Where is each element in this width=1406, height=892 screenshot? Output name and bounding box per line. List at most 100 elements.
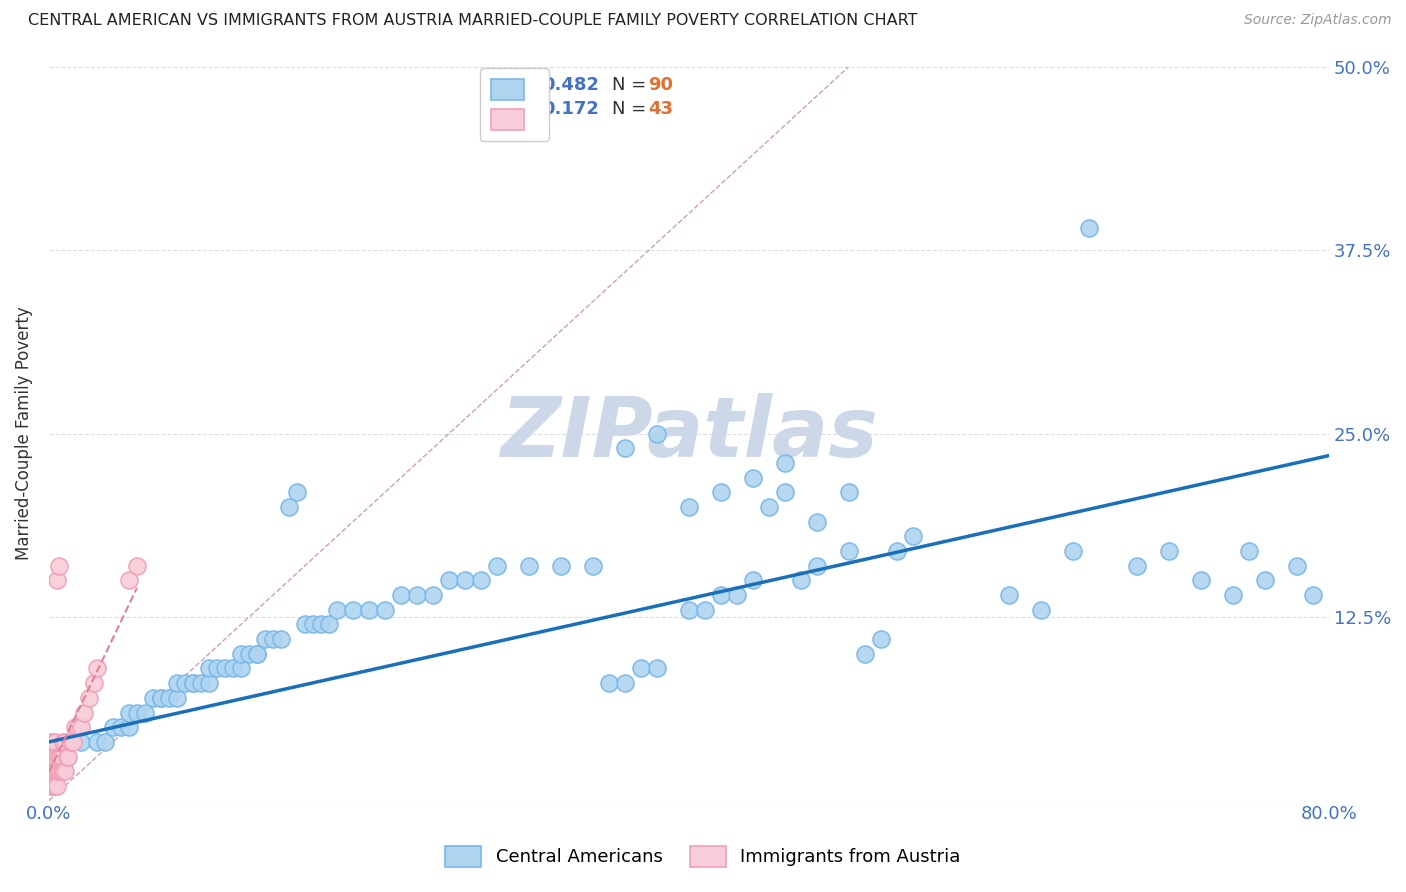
Point xyxy=(118,706,141,720)
Point xyxy=(39,779,62,793)
Legend: Central Americans, Immigrants from Austria: Central Americans, Immigrants from Austr… xyxy=(439,838,967,874)
Point xyxy=(342,603,364,617)
Point xyxy=(294,617,316,632)
Point xyxy=(70,720,93,734)
Point xyxy=(693,603,716,617)
Point xyxy=(437,574,460,588)
Point xyxy=(110,720,132,734)
Text: 0.172: 0.172 xyxy=(541,100,599,119)
Point xyxy=(66,720,89,734)
Point xyxy=(374,603,396,617)
Point xyxy=(48,749,70,764)
Point xyxy=(598,676,620,690)
Point xyxy=(886,544,908,558)
Text: N =: N = xyxy=(612,76,652,94)
Point xyxy=(52,764,75,779)
Point xyxy=(1254,574,1277,588)
Point xyxy=(198,661,221,675)
Point xyxy=(725,588,748,602)
Point xyxy=(238,647,260,661)
Text: N =: N = xyxy=(612,100,652,119)
Point xyxy=(229,647,252,661)
Point xyxy=(806,558,828,573)
Point xyxy=(49,764,72,779)
Point xyxy=(613,676,636,690)
Point xyxy=(1222,588,1244,602)
Point xyxy=(1237,544,1260,558)
Point xyxy=(1157,544,1180,558)
Point xyxy=(406,588,429,602)
Point xyxy=(1285,558,1308,573)
Point xyxy=(39,749,62,764)
Point xyxy=(998,588,1021,602)
Point xyxy=(63,720,86,734)
Point xyxy=(49,749,72,764)
Point xyxy=(46,764,69,779)
Point xyxy=(1126,558,1149,573)
Point xyxy=(214,661,236,675)
Point xyxy=(262,632,284,647)
Point xyxy=(42,749,65,764)
Point xyxy=(39,764,62,779)
Point xyxy=(53,764,76,779)
Point xyxy=(46,749,69,764)
Text: 0.482: 0.482 xyxy=(541,76,599,94)
Point xyxy=(48,764,70,779)
Point xyxy=(181,676,204,690)
Point xyxy=(246,647,269,661)
Point xyxy=(773,485,796,500)
Point xyxy=(302,617,325,632)
Point xyxy=(773,456,796,470)
Point xyxy=(149,690,172,705)
Legend: , : , xyxy=(481,69,548,141)
Point xyxy=(44,735,66,749)
Point xyxy=(270,632,292,647)
Point xyxy=(485,558,508,573)
Point xyxy=(46,574,69,588)
Point xyxy=(51,749,73,764)
Point xyxy=(60,735,83,749)
Point xyxy=(790,574,813,588)
Point xyxy=(181,676,204,690)
Point xyxy=(454,574,477,588)
Point xyxy=(853,647,876,661)
Point xyxy=(44,764,66,779)
Point xyxy=(582,558,605,573)
Point xyxy=(157,690,180,705)
Point xyxy=(51,764,73,779)
Point xyxy=(645,661,668,675)
Point xyxy=(318,617,340,632)
Point xyxy=(1302,588,1324,602)
Point xyxy=(46,779,69,793)
Text: R =: R = xyxy=(505,100,544,119)
Y-axis label: Married-Couple Family Poverty: Married-Couple Family Poverty xyxy=(15,307,32,560)
Point xyxy=(44,779,66,793)
Point xyxy=(205,661,228,675)
Point xyxy=(901,529,924,543)
Text: 90: 90 xyxy=(648,76,673,94)
Text: Source: ZipAtlas.com: Source: ZipAtlas.com xyxy=(1244,13,1392,28)
Point xyxy=(125,558,148,573)
Point xyxy=(77,690,100,705)
Text: 43: 43 xyxy=(648,100,673,119)
Point xyxy=(190,676,212,690)
Point xyxy=(166,690,188,705)
Point xyxy=(1062,544,1084,558)
Point xyxy=(309,617,332,632)
Point xyxy=(1077,221,1099,235)
Text: ZIPatlas: ZIPatlas xyxy=(501,393,877,475)
Point xyxy=(86,735,108,749)
Point xyxy=(838,544,860,558)
Point xyxy=(229,661,252,675)
Point xyxy=(55,749,77,764)
Point xyxy=(134,706,156,720)
Point xyxy=(70,735,93,749)
Point xyxy=(94,735,117,749)
Point xyxy=(41,735,63,749)
Text: CENTRAL AMERICAN VS IMMIGRANTS FROM AUSTRIA MARRIED-COUPLE FAMILY POVERTY CORREL: CENTRAL AMERICAN VS IMMIGRANTS FROM AUST… xyxy=(28,13,918,29)
Point xyxy=(389,588,412,602)
Point xyxy=(253,632,276,647)
Point xyxy=(326,603,349,617)
Point xyxy=(422,588,444,602)
Point xyxy=(806,515,828,529)
